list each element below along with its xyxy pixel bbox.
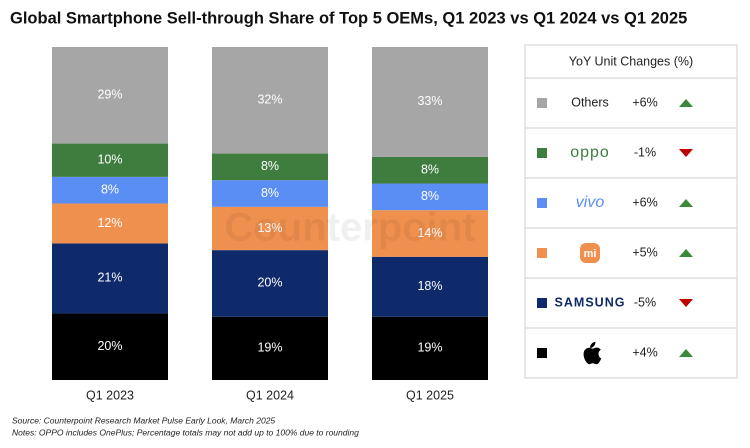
value-label: 33% [417, 94, 442, 108]
bar-segment [52, 313, 168, 380]
legend-yoy: +6% [632, 95, 657, 109]
bar-segment [52, 143, 168, 177]
legend-label: SAMSUNG [555, 295, 626, 309]
x-tick-label: Q1 2024 [246, 388, 294, 402]
arrow-up [679, 249, 693, 257]
legend-yoy: -5% [634, 295, 656, 309]
value-label: 8% [261, 159, 279, 173]
legend-swatch [537, 148, 547, 158]
source: Source: Counterpoint Research Market Pul… [12, 415, 275, 425]
value-label: 19% [257, 341, 282, 355]
bar-segment [372, 183, 488, 211]
bar-segment [52, 176, 168, 204]
bar-segment [212, 206, 328, 251]
x-tick-label: Q1 2025 [406, 388, 454, 402]
legend-label: Others [571, 95, 609, 109]
watermark: Counterpoint [224, 206, 475, 250]
bar-segment [372, 47, 488, 157]
value-label: 20% [257, 276, 282, 290]
legend-label: mi [584, 248, 597, 260]
arrow-up [679, 349, 693, 357]
bar-segment [372, 316, 488, 380]
notes: Notes: OPPO includes OnePlus; Percentage… [12, 427, 359, 437]
legend-swatch [537, 198, 547, 208]
legend-swatch [537, 348, 547, 358]
legend-title: YoY Unit Changes (%) [569, 54, 693, 68]
bar-segment [212, 180, 328, 207]
arrow-down [679, 299, 693, 307]
bar-segment [372, 210, 488, 257]
arrow-up [679, 99, 693, 107]
value-label: 8% [101, 182, 119, 196]
value-label: 29% [97, 88, 122, 102]
arrow-down [679, 149, 693, 157]
legend-swatch [537, 248, 547, 258]
value-label: 8% [421, 189, 439, 203]
legend-label: vivo [576, 194, 605, 211]
bar-segment [52, 47, 168, 144]
legend-yoy: -1% [634, 145, 656, 159]
legend-yoy: +4% [632, 345, 657, 359]
bar-segment [212, 47, 328, 154]
arrow-up [679, 199, 693, 207]
x-tick-label: Q1 2023 [86, 388, 134, 402]
bar-segment [212, 316, 328, 380]
value-label: 20% [97, 339, 122, 353]
legend-label: oppo [570, 144, 610, 161]
value-label: 18% [417, 279, 442, 293]
value-label: 8% [421, 163, 439, 177]
legend: +4% SAMSUNG -5% mi +5% vivo +6% oppo -1% Others +6… [525, 77, 737, 365]
bar-segment [52, 243, 168, 314]
value-label: 19% [417, 341, 442, 355]
bar-segment [52, 203, 168, 244]
value-label: 13% [257, 221, 282, 235]
value-label: 21% [97, 271, 122, 285]
legend-logo [580, 243, 600, 263]
legend-swatch [537, 98, 547, 108]
bar-segment [212, 153, 328, 181]
legend-logo [583, 341, 602, 365]
legend-yoy: +6% [632, 195, 657, 209]
bar-segment [372, 156, 488, 184]
plot-area: 20% 21% 12% 8% 10% 29% Q1 2023 19% 20% 13% 8% 8% 32%… [52, 47, 488, 402]
legend-swatch [537, 298, 547, 308]
value-label: 12% [97, 216, 122, 230]
legend-box [524, 44, 738, 379]
value-label: 8% [261, 186, 279, 200]
value-label: 14% [417, 226, 442, 240]
value-label: 32% [257, 93, 282, 107]
bar-segment [372, 256, 488, 317]
chart-title: Global Smartphone Sell-through Share of … [10, 9, 687, 27]
value-label: 10% [97, 153, 122, 167]
bar-segment [212, 250, 328, 317]
legend-yoy: +5% [632, 245, 657, 259]
